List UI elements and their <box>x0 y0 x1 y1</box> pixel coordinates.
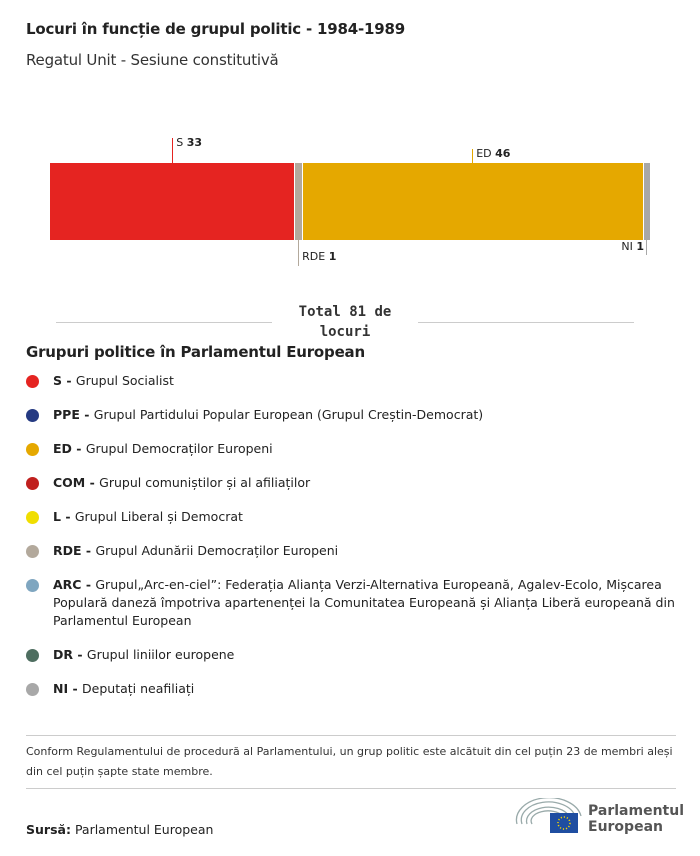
divider <box>26 735 676 736</box>
legend-item: DR - Grupul liniilor europene <box>26 646 676 664</box>
legend-code: S - <box>53 373 76 388</box>
divider-left <box>56 322 272 323</box>
legend-code: NI - <box>53 681 83 696</box>
legend-code: ARC - <box>53 577 96 592</box>
legend-name: Grupul Liberal și Democrat <box>74 509 243 524</box>
logo-text: Parlamentul European <box>588 803 684 835</box>
total-seats-label: Total 81 de locuri <box>298 304 392 340</box>
data-label-ni: NI 1 <box>621 240 644 253</box>
legend-color-dot-icon <box>26 683 39 696</box>
legend-color-dot-icon <box>26 409 39 422</box>
legend-color-dot-icon <box>26 649 39 662</box>
hemicycle-icon <box>515 797 582 833</box>
legend-title: Grupuri politice în Parlamentul European <box>26 343 365 361</box>
chart-title: Locuri în funcție de grupul politic - 19… <box>26 20 405 38</box>
legend-color-dot-icon <box>26 511 39 524</box>
legend-code: L - <box>53 509 75 524</box>
source: Sursă: Parlamentul European <box>26 822 213 837</box>
divider <box>26 788 676 789</box>
data-label-s: S 33 <box>176 136 203 149</box>
legend-item: PPE - Grupul Partidului Popular European… <box>26 406 676 424</box>
legend-code: COM - <box>53 475 100 490</box>
data-label-ed: ED 46 <box>476 147 511 160</box>
legend-code: ED - <box>53 441 86 456</box>
legend-name: Grupul„Arc-en-ciel”: Federația Alianța V… <box>53 577 675 628</box>
legend-name: Deputați neafiliați <box>82 681 195 696</box>
chart-subtitle: Regatul Unit - Sesiune constitutivă <box>26 51 279 69</box>
legend-item: NI - Deputați neafiliați <box>26 680 676 698</box>
legend-item: S - Grupul Socialist <box>26 372 676 390</box>
legend-item: RDE - Grupul Adunării Democraților Europ… <box>26 542 676 560</box>
bar-segment-ed <box>302 163 643 240</box>
bar-segment-ni <box>643 163 650 240</box>
stacked-bar: S 33 RDE 1 ED 46 NI 1 <box>50 136 650 266</box>
legend-color-dot-icon <box>26 579 39 592</box>
label-tick <box>646 240 647 255</box>
legend-color-dot-icon <box>26 443 39 456</box>
divider-right <box>418 322 634 323</box>
bar-segment-rde <box>295 163 302 240</box>
legend-item: L - Grupul Liberal și Democrat <box>26 508 676 526</box>
legend-name: Grupul Democraților Europeni <box>85 441 273 456</box>
legend-name: Grupul comuniștilor și al afiliaților <box>99 475 311 490</box>
legend-code: PPE - <box>53 407 94 422</box>
label-tick <box>298 240 300 266</box>
source-value: Parlamentul European <box>74 822 214 837</box>
parliament-logo: Parlamentul European <box>515 797 684 838</box>
legend-item: ED - Grupul Democraților Europeni <box>26 440 676 458</box>
data-label-rde: RDE 1 <box>302 250 337 263</box>
legend-name: Grupul Partidului Popular European (Grup… <box>93 407 484 422</box>
legend-name: Grupul Adunării Democraților Europeni <box>95 543 339 558</box>
bar-segment-s <box>50 163 295 240</box>
legend: S - Grupul Socialist PPE - Grupul Partidu… <box>26 372 676 714</box>
legend-code: DR - <box>53 647 87 662</box>
legend-code: RDE - <box>53 543 96 558</box>
legend-item: ARC - Grupul„Arc-en-ciel”: Federația Ali… <box>26 576 676 630</box>
legend-item: COM - Grupul comuniștilor și al afiliați… <box>26 474 676 492</box>
label-tick <box>172 138 174 163</box>
footnote: Conform Regulamentului de procedură al P… <box>26 745 673 778</box>
legend-name: Grupul Socialist <box>75 373 174 388</box>
legend-color-dot-icon <box>26 477 39 490</box>
source-label: Sursă: <box>26 822 71 837</box>
label-tick <box>472 149 474 163</box>
legend-color-dot-icon <box>26 375 39 388</box>
legend-color-dot-icon <box>26 545 39 558</box>
legend-name: Grupul liniilor europene <box>86 647 235 662</box>
